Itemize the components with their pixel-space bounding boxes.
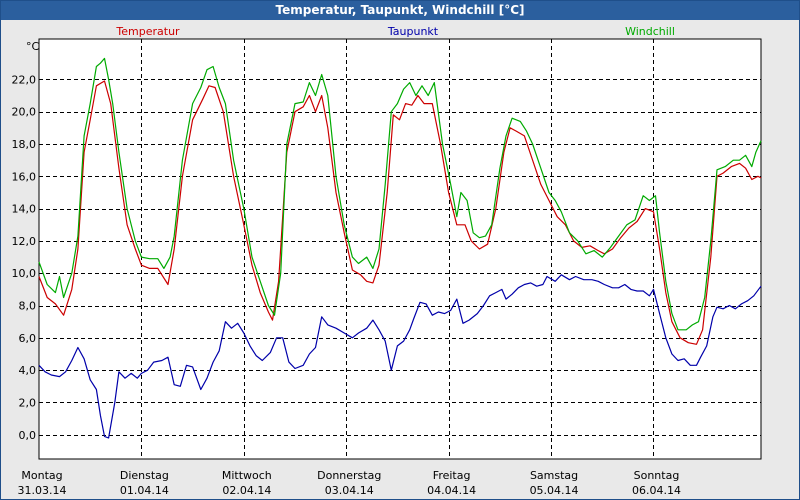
x-tick-day-label: Samstag bbox=[530, 469, 578, 482]
x-tick-date-label: 06.04.14 bbox=[632, 484, 681, 497]
y-tick-label: 2,0 bbox=[19, 396, 37, 409]
y-axis-unit-label: °C bbox=[26, 40, 40, 53]
series-line-temperatur bbox=[38, 80, 762, 345]
legend-entry-taupunkt: Taupunkt bbox=[387, 25, 439, 38]
y-tick-label: 6,0 bbox=[19, 332, 37, 345]
x-tick-date-label: 01.04.14 bbox=[120, 484, 169, 497]
x-tick-day-label: Mittwoch bbox=[222, 469, 272, 482]
legend: Temperatur Taupunkt Windchill bbox=[115, 25, 675, 38]
plot-area bbox=[38, 38, 762, 460]
x-tick-day-label: Dienstag bbox=[120, 469, 169, 482]
x-tick-date-label: 04.04.14 bbox=[427, 484, 476, 497]
x-tick-day-label: Freitag bbox=[433, 469, 471, 482]
x-tick-date-label: 05.04.14 bbox=[530, 484, 579, 497]
x-tick-labels: Montag 31.03.14 Dienstag 01.04.14 Mittwoch 02… bbox=[18, 469, 681, 497]
y-tick-label: 0,0 bbox=[19, 429, 37, 442]
y-tick-label: 16,0 bbox=[12, 170, 37, 183]
y-tick-label: 14,0 bbox=[12, 203, 37, 216]
x-tick-date-label: 02.04.14 bbox=[222, 484, 271, 497]
legend-entry-temperatur: Temperatur bbox=[115, 25, 180, 38]
series-line-windchill bbox=[38, 57, 762, 331]
x-tick-day-label: Montag bbox=[21, 469, 62, 482]
y-tick-label: 18,0 bbox=[12, 138, 37, 151]
y-tick-label: 10,0 bbox=[12, 267, 37, 280]
x-tick-day-label: Donnerstag bbox=[317, 469, 381, 482]
series-lines bbox=[38, 57, 762, 439]
grid-lines bbox=[39, 39, 761, 459]
y-tick-labels: 0,0 2,0 4,0 6,0 8,0 10,0 12,0 14,0 16,0 18,0 20,0 2… bbox=[12, 73, 37, 441]
y-tick-label: 12,0 bbox=[12, 235, 37, 248]
y-tick-label: 22,0 bbox=[12, 73, 37, 86]
window-title: Temperatur, Taupunkt, Windchill [°C] bbox=[1, 1, 799, 20]
y-tick-label: 20,0 bbox=[12, 106, 37, 119]
y-tick-label: 4,0 bbox=[19, 364, 37, 377]
x-tick-date-label: 03.04.14 bbox=[325, 484, 374, 497]
y-tick-label: 8,0 bbox=[19, 300, 37, 313]
series-line-taupunkt bbox=[38, 274, 762, 439]
legend-entry-windchill: Windchill bbox=[625, 25, 675, 38]
x-tick-day-label: Sonntag bbox=[634, 469, 680, 482]
x-tick-date-label: 31.03.14 bbox=[18, 484, 67, 497]
